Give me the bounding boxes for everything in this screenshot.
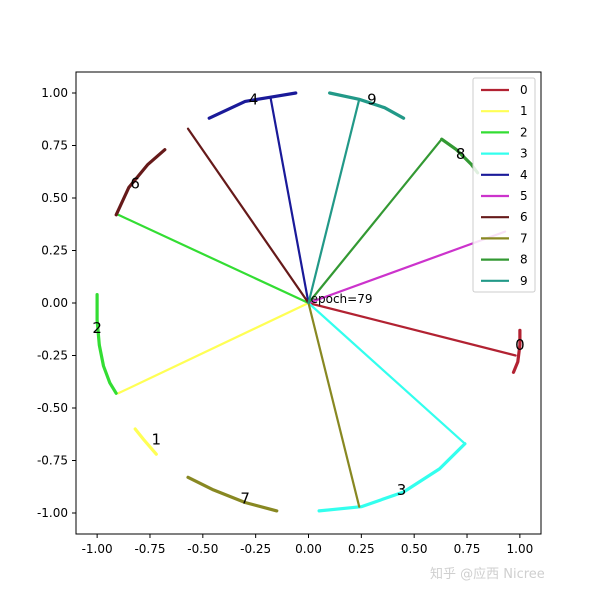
series-6-vector: [186, 127, 310, 305]
x-tick-label: 1.00: [507, 542, 534, 556]
series-8-vector: [307, 138, 443, 305]
x-tick-label: -1.00: [82, 542, 113, 556]
series-5-vector: [307, 230, 507, 305]
x-tick-label: 0.25: [348, 542, 375, 556]
legend: 0 1 2 3 4 5 6 7 8 9: [472, 77, 536, 293]
x-tick-label: -0.50: [187, 542, 218, 556]
y-tick-label: 0.50: [41, 191, 68, 205]
series-0-arc: [511, 328, 522, 374]
series-4-vector: [269, 96, 310, 305]
series-4-label: 4: [249, 90, 259, 108]
y-tick-label: -1.00: [37, 506, 68, 520]
y-tick-label: 0.25: [41, 244, 68, 258]
x-tick-label: -0.75: [134, 542, 165, 556]
series-9-vector: [307, 98, 361, 305]
series-3-arc: [317, 442, 467, 513]
arc-label-layer: 0 1 2 3 4 6 7 8 9: [92, 90, 524, 507]
legend-label-9: 9: [520, 274, 528, 288]
series-layer: [95, 91, 522, 513]
series-9-label: 9: [367, 90, 377, 108]
y-tick-label: 1.00: [41, 86, 68, 100]
x-tick-label: -0.25: [240, 542, 271, 556]
legend-label-2: 2: [520, 125, 528, 139]
legend-label-6: 6: [520, 210, 528, 224]
series-6-label: 6: [130, 174, 140, 192]
series-2-vector: [117, 213, 310, 305]
y-tick-label: 0.00: [41, 296, 68, 310]
y-tick-label: -0.25: [37, 349, 68, 363]
y-tick-label: -0.75: [37, 454, 68, 468]
series-2-label: 2: [92, 319, 102, 337]
series-0-label: 0: [515, 336, 525, 354]
series-2-arc: [95, 293, 118, 395]
x-tick-label: 0.50: [401, 542, 428, 556]
series-8-label: 8: [456, 145, 466, 163]
series-1-arc: [133, 427, 158, 456]
series-9-arc: [328, 91, 406, 120]
series-7-vector: [307, 301, 361, 508]
watermark: 知乎 @应西 Nicree: [430, 566, 545, 582]
legend-label-3: 3: [520, 147, 528, 161]
x-tick-label: 0.00: [295, 542, 322, 556]
legend-label-1: 1: [520, 104, 528, 118]
series-4-arc: [207, 91, 298, 120]
series-7-label: 7: [240, 489, 250, 507]
series-3-label: 3: [397, 481, 407, 499]
y-tick-label: 0.75: [41, 139, 68, 153]
legend-label-4: 4: [520, 168, 528, 182]
series-0-vector: [307, 301, 517, 357]
x-axis: -1.00 -0.75 -0.50 -0.25 0.00 0.25 0.50 0.75 1.00: [82, 534, 534, 556]
legend-label-5: 5: [520, 189, 528, 203]
series-7-arc: [186, 475, 279, 513]
y-axis: 1.00 0.75 0.50 0.25 0.00 -0.25 -0.50 -0.75 -1.00: [37, 86, 76, 520]
series-6-arc: [114, 148, 167, 217]
epoch-annotation: epoch=79: [311, 292, 373, 306]
x-tick-label: 0.75: [454, 542, 481, 556]
legend-label-0: 0: [520, 83, 528, 97]
legend-label-7: 7: [520, 231, 528, 245]
series-3-vector: [307, 301, 467, 445]
y-tick-label: -0.50: [37, 401, 68, 415]
series-1-label: 1: [152, 431, 162, 449]
legend-label-8: 8: [520, 253, 528, 267]
series-1-vector: [117, 301, 310, 395]
